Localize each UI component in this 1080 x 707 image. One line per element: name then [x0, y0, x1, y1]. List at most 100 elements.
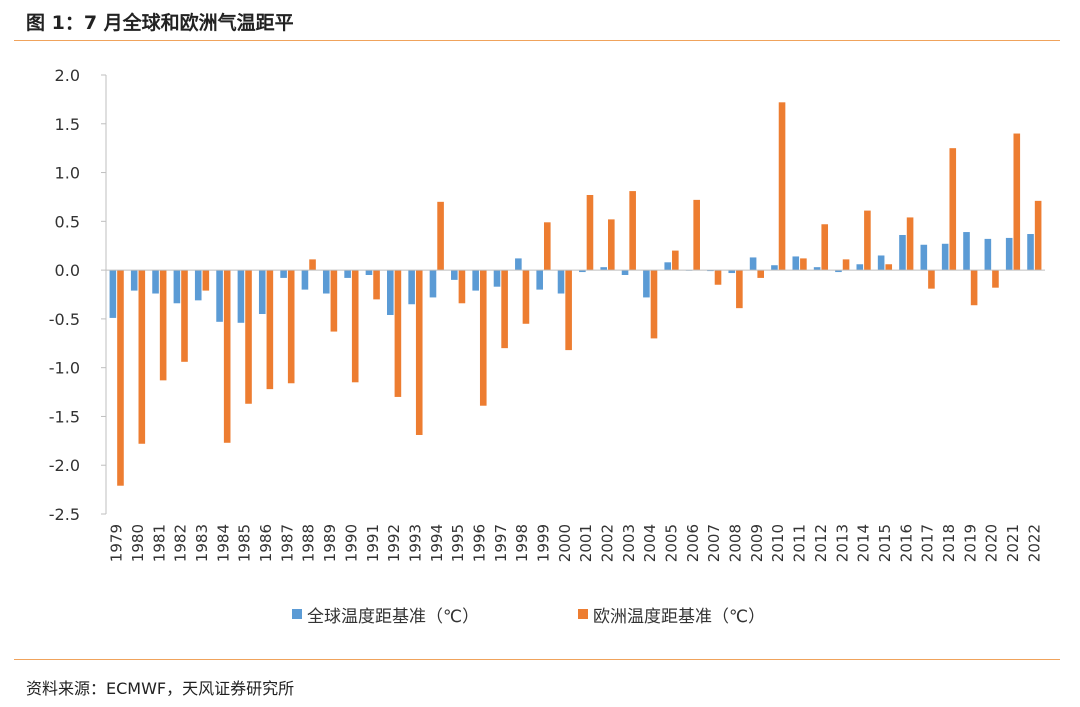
bar-global-1981 [152, 270, 159, 294]
bar-europe-2021 [1013, 133, 1021, 271]
bar-global-2005 [664, 262, 672, 271]
y-tick-label: -1.5 [49, 407, 80, 426]
y-tick-label: 2.0 [55, 66, 80, 85]
x-tick-label-2003: 2003 [620, 524, 638, 562]
x-tick-label-2020: 2020 [983, 524, 1001, 562]
bar-europe-2014 [864, 210, 871, 271]
bar-europe-2016 [906, 217, 914, 271]
bar-europe-1987 [287, 270, 295, 384]
bar-europe-2001 [586, 194, 594, 271]
bar-global-1980 [130, 270, 138, 291]
x-tick-label-2017: 2017 [919, 524, 937, 562]
bar-europe-2019 [970, 270, 978, 306]
y-tick-label: -1.0 [49, 359, 80, 378]
y-tick-label: 0.5 [55, 212, 80, 231]
bar-global-2022 [1027, 234, 1034, 271]
bar-europe-2005 [672, 250, 679, 271]
bar-global-1985 [237, 270, 245, 323]
legend-label-global: 全球温度距基准（℃） [307, 607, 479, 627]
x-tick-label-1988: 1988 [300, 524, 318, 562]
bar-europe-2000 [565, 270, 572, 351]
x-tick-label-1996: 1996 [470, 524, 488, 562]
x-tick-label-1985: 1985 [236, 524, 254, 562]
x-tick-label-2021: 2021 [1004, 524, 1022, 562]
bar-global-2013 [835, 270, 842, 273]
bar-global-2011 [792, 256, 800, 271]
bar-europe-2003 [629, 191, 636, 271]
bar-europe-1999 [543, 222, 551, 271]
bar-global-1995 [451, 270, 458, 280]
x-tick-label-1990: 1990 [342, 524, 360, 562]
x-tick-label-2002: 2002 [599, 524, 617, 562]
bar-europe-1993 [415, 270, 423, 435]
x-tick-label-2016: 2016 [897, 524, 915, 562]
bar-europe-1985 [245, 270, 252, 404]
bar-global-2020 [984, 238, 992, 271]
bar-europe-1997 [501, 270, 508, 349]
bar-europe-2012 [821, 224, 829, 271]
x-tick-label-2001: 2001 [577, 524, 595, 562]
x-tick-label-2012: 2012 [812, 524, 830, 562]
x-tick-label-1997: 1997 [492, 524, 510, 562]
bar-global-1988 [301, 270, 309, 290]
bar-europe-1989 [330, 270, 338, 332]
bar-global-2021 [1005, 237, 1013, 271]
x-tick-label-2010: 2010 [769, 524, 787, 562]
bar-global-1984 [216, 270, 223, 322]
x-tick-label-1993: 1993 [406, 524, 424, 562]
bar-global-2014 [856, 264, 864, 271]
x-tick-label-1979: 1979 [108, 524, 126, 562]
bar-global-1982 [173, 270, 181, 304]
bar-europe-2007 [714, 270, 722, 285]
bar-europe-1998 [522, 270, 530, 324]
bar-global-2019 [963, 232, 970, 271]
bar-global-1999 [536, 270, 543, 290]
bar-europe-2013 [842, 259, 850, 271]
bar-global-1997 [493, 270, 501, 287]
header-divider [14, 40, 1060, 41]
y-tick-label: -2.5 [49, 505, 80, 524]
bar-global-2017 [920, 244, 928, 271]
y-tick-label: 1.5 [55, 115, 80, 134]
bar-global-1996 [472, 270, 479, 291]
x-tick-label-2004: 2004 [641, 524, 659, 562]
x-tick-label-2018: 2018 [940, 524, 958, 562]
bar-global-2018 [941, 243, 949, 271]
x-tick-label-1981: 1981 [150, 524, 168, 562]
bar-europe-1981 [159, 270, 167, 381]
bar-chart: 2.0 1.5 1.0 0.5 0.0 -0.5 -1.0 -1.5 -2.0 -2.5 1979… [49, 66, 1045, 627]
bars [109, 102, 1042, 486]
bar-europe-2018 [949, 148, 957, 271]
bar-global-1983 [194, 270, 202, 301]
bar-global-2015 [877, 255, 885, 271]
x-tick-label-1986: 1986 [257, 524, 275, 562]
x-tick-label-1991: 1991 [364, 524, 382, 562]
chart-title: 图 1：7 月全球和欧洲气温距平 [26, 12, 294, 34]
bar-europe-1996 [479, 270, 487, 406]
x-tick-label-2009: 2009 [748, 524, 766, 562]
footer-divider [14, 659, 1060, 660]
source-note: 资料来源：ECMWF，天风证券研究所 [26, 679, 295, 698]
x-tick-label-2011: 2011 [791, 524, 809, 562]
x-axis: 1979 1980 1981 1982 1983 1984 1985 1986 1987 1988… [106, 269, 1045, 562]
bar-global-2008 [728, 270, 736, 274]
bar-europe-2008 [736, 270, 743, 309]
bar-europe-1988 [309, 259, 316, 271]
bar-global-2016 [899, 234, 906, 271]
x-tick-label-1984: 1984 [214, 524, 232, 562]
y-tick-label: 0.0 [55, 261, 80, 280]
y-tick-label: -2.0 [49, 456, 80, 475]
x-tick-label-1989: 1989 [321, 524, 339, 562]
x-tick-label-1999: 1999 [534, 524, 552, 562]
bar-europe-2004 [650, 270, 658, 339]
bar-europe-2011 [800, 258, 807, 271]
bar-europe-2022 [1034, 200, 1042, 271]
bar-europe-2010 [778, 102, 786, 271]
bar-europe-1992 [394, 270, 402, 397]
x-tick-label-1980: 1980 [129, 524, 147, 562]
bar-europe-1994 [437, 201, 444, 271]
x-tick-label-2006: 2006 [684, 524, 702, 562]
bar-global-1998 [515, 258, 522, 271]
bar-global-2003 [621, 270, 629, 275]
x-tick-label-2000: 2000 [556, 524, 574, 562]
